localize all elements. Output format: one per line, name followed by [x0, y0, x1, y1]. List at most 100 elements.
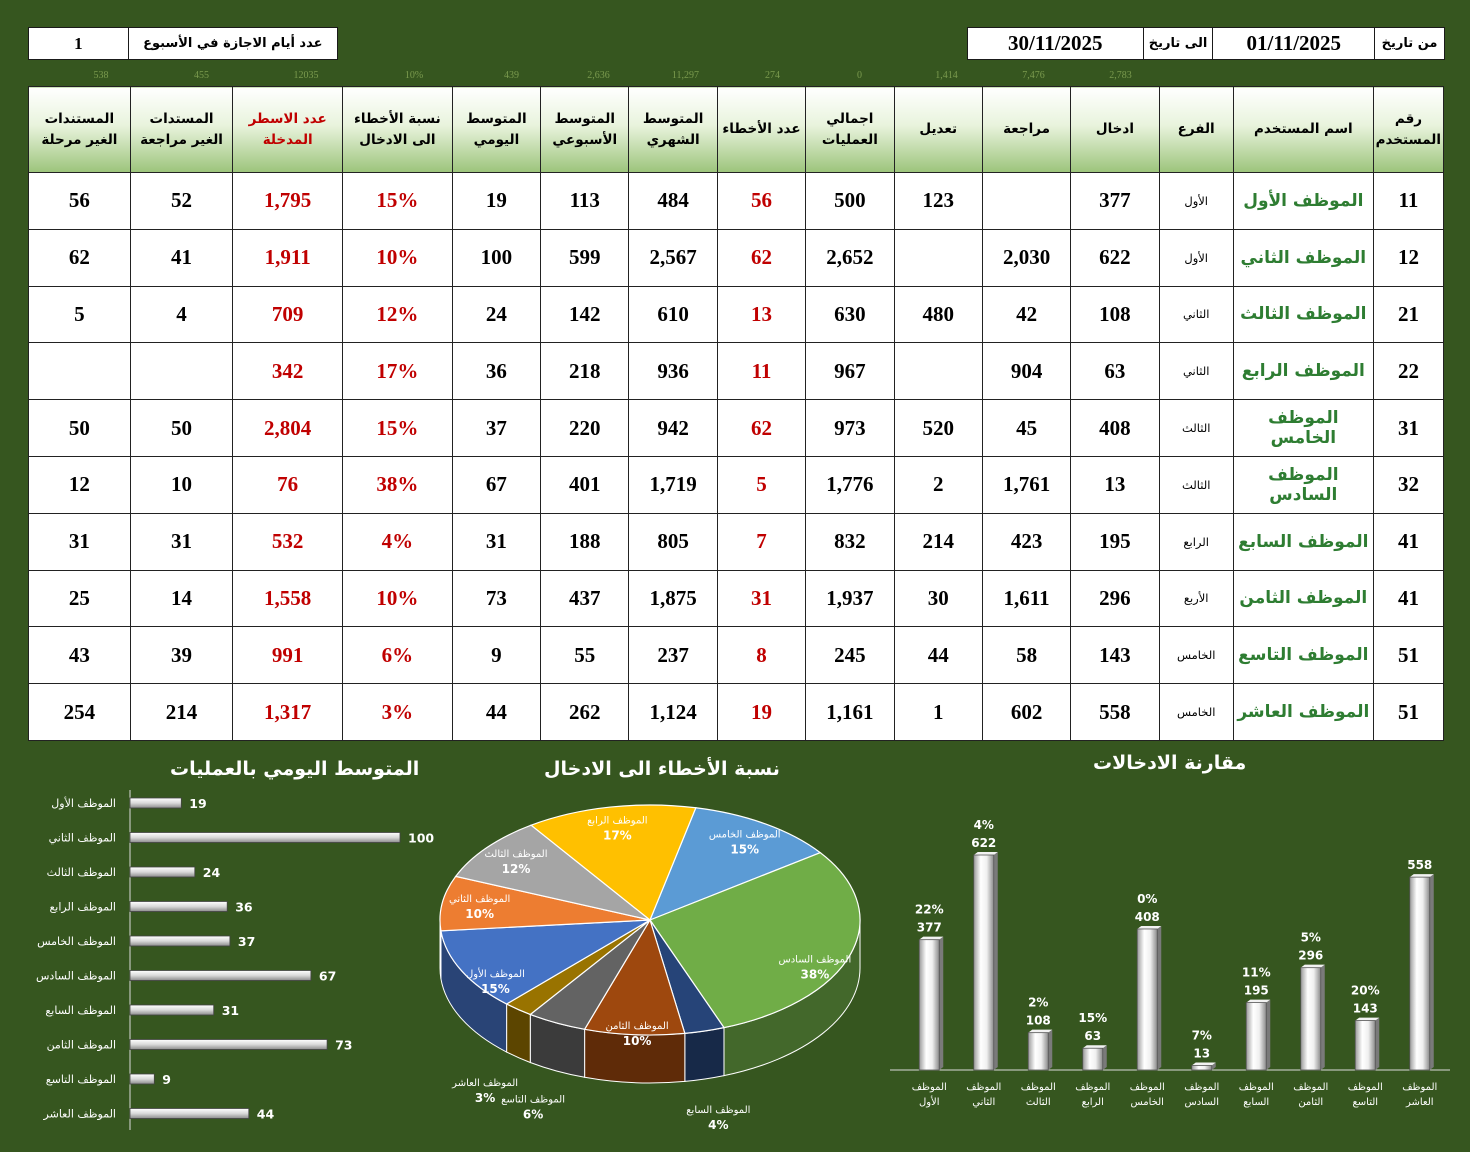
table-cell[interactable]: 188 [540, 512, 630, 571]
table-cell[interactable]: 45 [981, 399, 1072, 457]
table-cell[interactable]: 38% [342, 455, 453, 514]
table-cell[interactable]: الموظف الأول [1232, 172, 1374, 230]
table-cell[interactable]: 805 [628, 512, 718, 571]
table-cell[interactable]: 36 [451, 342, 542, 401]
table-cell[interactable]: 936 [628, 342, 718, 401]
table-cell[interactable]: الرابع [1158, 512, 1234, 571]
table-cell[interactable]: 56 [716, 172, 807, 230]
holidays-value[interactable]: 1 [28, 27, 129, 60]
table-cell[interactable]: 8 [716, 626, 807, 685]
table-cell[interactable]: 51 [1372, 683, 1445, 741]
table-cell[interactable]: 1,719 [628, 455, 718, 514]
table-cell[interactable] [893, 342, 983, 401]
table-cell[interactable]: 401 [540, 455, 630, 514]
table-cell[interactable]: الثاني [1158, 285, 1234, 344]
table-cell[interactable]: 44 [893, 626, 983, 685]
table-cell[interactable]: 2,030 [981, 228, 1072, 287]
table-cell[interactable]: 63 [1070, 342, 1160, 401]
table-cell[interactable]: 31 [129, 512, 234, 571]
table-cell[interactable]: 44 [451, 683, 542, 741]
table-cell[interactable]: 67 [451, 455, 542, 514]
table-cell[interactable]: 24 [451, 285, 542, 344]
table-cell[interactable]: 62 [28, 228, 131, 287]
table-cell[interactable]: 942 [628, 399, 718, 457]
table-cell[interactable]: 967 [805, 342, 895, 401]
table-cell[interactable]: 6% [342, 626, 453, 685]
table-cell[interactable]: 55 [540, 626, 630, 685]
table-cell[interactable]: 520 [893, 399, 983, 457]
table-cell[interactable]: الثاني [1158, 342, 1234, 401]
table-cell[interactable] [129, 342, 234, 401]
table-cell[interactable]: الخامس [1158, 626, 1234, 685]
table-cell[interactable]: 991 [232, 626, 344, 685]
table-cell[interactable]: الموظف العاشر [1232, 683, 1374, 741]
table-cell[interactable]: 245 [805, 626, 895, 685]
table-cell[interactable]: الخامس [1158, 683, 1234, 741]
table-cell[interactable]: 113 [540, 172, 630, 230]
table-cell[interactable]: 408 [1070, 399, 1160, 457]
table-cell[interactable]: 50 [28, 399, 131, 457]
table-cell[interactable]: 142 [540, 285, 630, 344]
table-cell[interactable]: الموظف الثاني [1232, 228, 1374, 287]
table-cell[interactable]: 1,875 [628, 569, 718, 628]
table-cell[interactable]: 630 [805, 285, 895, 344]
table-cell[interactable]: 31 [28, 512, 131, 571]
table-cell[interactable]: 73 [451, 569, 542, 628]
table-cell[interactable]: 973 [805, 399, 895, 457]
table-cell[interactable]: الموظف السادس [1232, 455, 1374, 514]
table-cell[interactable]: 1,558 [232, 569, 344, 628]
table-cell[interactable]: 254 [28, 683, 131, 741]
table-cell[interactable]: 56 [28, 172, 131, 230]
table-cell[interactable] [981, 172, 1072, 230]
table-cell[interactable]: 1,124 [628, 683, 718, 741]
table-cell[interactable]: 5 [716, 455, 807, 514]
table-cell[interactable]: 13 [1070, 455, 1160, 514]
table-cell[interactable]: 2,804 [232, 399, 344, 457]
table-cell[interactable]: 123 [893, 172, 983, 230]
table-cell[interactable]: الموظف الثامن [1232, 569, 1374, 628]
table-cell[interactable]: 1,911 [232, 228, 344, 287]
table-cell[interactable]: الموظف السابع [1232, 512, 1374, 571]
table-cell[interactable]: 214 [893, 512, 983, 571]
table-cell[interactable]: 19 [716, 683, 807, 741]
table-cell[interactable]: 30 [893, 569, 983, 628]
table-cell[interactable]: 14 [129, 569, 234, 628]
table-cell[interactable]: 41 [1372, 569, 1445, 628]
table-cell[interactable]: 262 [540, 683, 630, 741]
table-cell[interactable]: 25 [28, 569, 131, 628]
table-cell[interactable]: 15% [342, 172, 453, 230]
table-cell[interactable]: 15% [342, 399, 453, 457]
table-cell[interactable]: 100 [451, 228, 542, 287]
table-cell[interactable]: 13 [716, 285, 807, 344]
table-cell[interactable]: 11 [1372, 172, 1445, 230]
table-cell[interactable]: 58 [981, 626, 1072, 685]
table-cell[interactable]: 484 [628, 172, 718, 230]
table-cell[interactable]: 220 [540, 399, 630, 457]
table-cell[interactable]: 2 [893, 455, 983, 514]
table-cell[interactable]: 52 [129, 172, 234, 230]
table-cell[interactable]: 4% [342, 512, 453, 571]
table-cell[interactable]: 1,317 [232, 683, 344, 741]
table-cell[interactable]: 904 [981, 342, 1072, 401]
from-date-value[interactable]: 01/11/2025 [1212, 27, 1376, 60]
table-cell[interactable]: 832 [805, 512, 895, 571]
table-cell[interactable]: 1,611 [981, 569, 1072, 628]
table-cell[interactable]: 532 [232, 512, 344, 571]
table-cell[interactable]: 62 [716, 399, 807, 457]
table-cell[interactable]: 4 [129, 285, 234, 344]
table-cell[interactable]: 19 [451, 172, 542, 230]
table-cell[interactable]: 31 [716, 569, 807, 628]
table-cell[interactable]: 610 [628, 285, 718, 344]
table-cell[interactable]: 31 [451, 512, 542, 571]
table-cell[interactable]: الأربع [1158, 569, 1234, 628]
table-cell[interactable]: 62 [716, 228, 807, 287]
table-cell[interactable]: 5 [28, 285, 131, 344]
table-cell[interactable]: الأول [1158, 228, 1234, 287]
table-cell[interactable]: 1,795 [232, 172, 344, 230]
table-cell[interactable]: 2,567 [628, 228, 718, 287]
table-cell[interactable]: 1 [893, 683, 983, 741]
table-cell[interactable]: 195 [1070, 512, 1160, 571]
table-cell[interactable]: 31 [1372, 399, 1445, 457]
table-cell[interactable]: 214 [129, 683, 234, 741]
table-cell[interactable]: الموظف التاسع [1232, 626, 1374, 685]
